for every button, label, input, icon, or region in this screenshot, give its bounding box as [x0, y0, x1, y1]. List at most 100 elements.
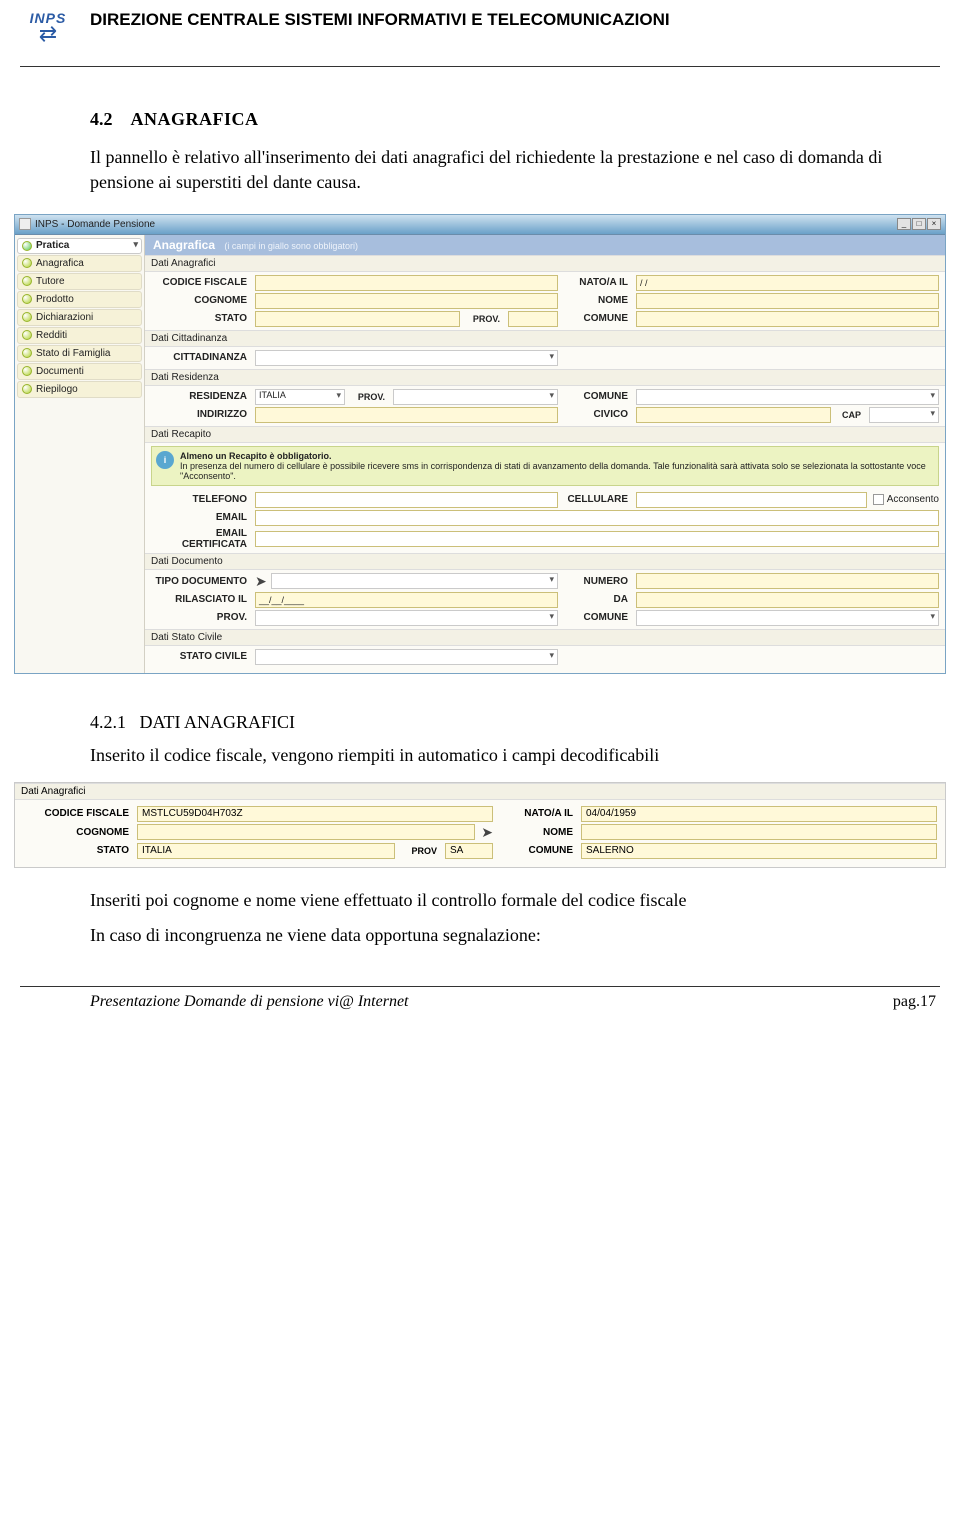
mini-cf-input[interactable]: MSTLCU59D04H703Z: [137, 806, 493, 822]
comune-res-select[interactable]: [636, 389, 939, 405]
footer-page: pag.17: [893, 993, 936, 1011]
sidebar-item-stato-famiglia[interactable]: Stato di Famiglia: [17, 345, 142, 362]
prov-res-select[interactable]: [393, 389, 558, 405]
mini-prov-input[interactable]: SA: [445, 843, 493, 859]
nome-input[interactable]: [636, 293, 939, 309]
label-prov-doc: PROV.: [151, 612, 251, 623]
cursor-icon: ➤: [255, 573, 267, 590]
section-intro-text: Il pannello è relativo all'inserimento d…: [90, 145, 900, 194]
header-rule: [20, 66, 940, 67]
sidebar: Pratica Anagrafica Tutore Prodotto Dichi…: [15, 235, 145, 673]
sidebar-item-anagrafica[interactable]: Anagrafica: [17, 255, 142, 272]
label-tipo-documento: TIPO DOCUMENTO: [151, 576, 251, 587]
closing-line-2: In caso di incongruenza ne viene data op…: [90, 925, 900, 946]
label-email: EMAIL: [151, 512, 251, 523]
group-residenza: Dati Residenza: [145, 369, 945, 386]
sidebar-label: Redditi: [36, 330, 67, 341]
footer-left: Presentazione Domande di pensione vi@ In…: [90, 993, 409, 1011]
cittadinanza-select[interactable]: [255, 350, 558, 366]
stato-input[interactable]: [255, 311, 460, 327]
group-documento: Dati Documento: [145, 553, 945, 570]
status-dot-icon: [22, 312, 32, 322]
nato-input[interactable]: / /: [636, 275, 939, 291]
mini-cognome-input[interactable]: [137, 824, 475, 840]
info-body: In presenza del numero di cellulare è po…: [180, 461, 932, 481]
label-cellulare: CELLULARE: [562, 494, 632, 505]
residenza-select[interactable]: ITALIA: [255, 389, 345, 405]
label-acconsento: Acconsento: [887, 494, 939, 505]
email-input[interactable]: [255, 510, 939, 526]
mini-label-cognome: COGNOME: [23, 827, 133, 838]
footer-rule: [20, 986, 940, 987]
status-dot-icon: [22, 384, 32, 394]
indirizzo-input[interactable]: [255, 407, 558, 423]
cellulare-input[interactable]: [636, 492, 867, 508]
section-intro: 4.2 ANAGRAFICA Il pannello è relativo al…: [90, 107, 900, 194]
label-nome: NOME: [562, 295, 632, 306]
codice-fiscale-input[interactable]: [255, 275, 558, 291]
window-maximize-button[interactable]: □: [912, 218, 926, 230]
group-anagrafici: Dati Anagrafici: [145, 255, 945, 272]
label-numero: NUMERO: [562, 576, 632, 587]
info-recapito: i Almeno un Recapito è obbligatorio. In …: [151, 446, 939, 486]
sidebar-label: Pratica: [36, 240, 69, 251]
cap-select[interactable]: [869, 407, 939, 423]
mini-group-title: Dati Anagrafici: [15, 783, 945, 800]
mini-label-prov: PROV: [399, 846, 441, 856]
comune-input[interactable]: [636, 311, 939, 327]
email-cert-input[interactable]: [255, 531, 939, 547]
mini-stato-input[interactable]: ITALIA: [137, 843, 395, 859]
sidebar-item-documenti[interactable]: Documenti: [17, 363, 142, 380]
mini-stato-value: ITALIA: [138, 844, 394, 857]
sidebar-item-riepilogo[interactable]: Riepilogo: [17, 381, 142, 398]
closing-text: Inseriti poi cognome e nome viene effett…: [90, 890, 900, 946]
label-residenza: RESIDENZA: [151, 391, 251, 402]
sidebar-item-tutore[interactable]: Tutore: [17, 273, 142, 290]
group-stato-civile: Dati Stato Civile: [145, 629, 945, 646]
prov-input[interactable]: [508, 311, 558, 327]
prov-doc-select[interactable]: [255, 610, 558, 626]
label-civico: CIVICO: [562, 409, 632, 420]
window-titlebar: INPS - Domande Pensione _ □ ×: [15, 215, 945, 235]
window-minimize-button[interactable]: _: [897, 218, 911, 230]
label-da: DA: [562, 594, 632, 605]
numero-input[interactable]: [636, 573, 939, 589]
group-recapito: Dati Recapito: [145, 426, 945, 443]
comune-doc-select[interactable]: [636, 610, 939, 626]
status-dot-icon: [22, 241, 32, 251]
status-dot-icon: [22, 366, 32, 376]
sidebar-label: Tutore: [36, 276, 65, 287]
label-codice-fiscale: CODICE FISCALE: [151, 277, 251, 288]
label-cap: CAP: [835, 410, 865, 420]
panel-subtitle: (i campi in giallo sono obbligatori): [224, 241, 358, 251]
sidebar-item-dichiarazioni[interactable]: Dichiarazioni: [17, 309, 142, 326]
sidebar-label: Documenti: [36, 366, 84, 377]
sidebar-item-redditi[interactable]: Redditi: [17, 327, 142, 344]
label-comune-doc: COMUNE: [562, 612, 632, 623]
app-window: INPS - Domande Pensione _ □ × Pratica An…: [14, 214, 946, 674]
civico-input[interactable]: [636, 407, 831, 423]
info-title: Almeno un Recapito è obbligatorio.: [180, 451, 932, 461]
rilasciato-input[interactable]: __/__/____: [255, 592, 558, 608]
mini-nato-input[interactable]: 04/04/1959: [581, 806, 937, 822]
subsection-intro: Inserito il codice fiscale, vengono riem…: [90, 745, 900, 766]
label-stato-civile: STATO CIVILE: [151, 651, 251, 662]
label-prov-res: PROV.: [349, 392, 389, 402]
cognome-input[interactable]: [255, 293, 558, 309]
window-title: INPS - Domande Pensione: [35, 219, 155, 230]
label-rilasciato: RILASCIATO IL: [151, 594, 251, 605]
sidebar-item-pratica[interactable]: Pratica: [17, 238, 142, 254]
acconsento-check[interactable]: Acconsento: [873, 494, 939, 505]
mini-label-comune: COMUNE: [497, 845, 577, 856]
telefono-input[interactable]: [255, 492, 558, 508]
logo-arrows-icon: ⇄: [39, 26, 57, 41]
da-input[interactable]: [636, 592, 939, 608]
mini-comune-input[interactable]: SALERNO: [581, 843, 937, 859]
window-close-button[interactable]: ×: [927, 218, 941, 230]
mini-nome-input[interactable]: [581, 824, 937, 840]
tipo-documento-select[interactable]: [271, 573, 558, 589]
app-icon: [19, 218, 31, 230]
stato-civile-select[interactable]: [255, 649, 558, 665]
sidebar-item-prodotto[interactable]: Prodotto: [17, 291, 142, 308]
mini-anagrafici-shot: Dati Anagrafici CODICE FISCALE MSTLCU59D…: [14, 782, 946, 868]
